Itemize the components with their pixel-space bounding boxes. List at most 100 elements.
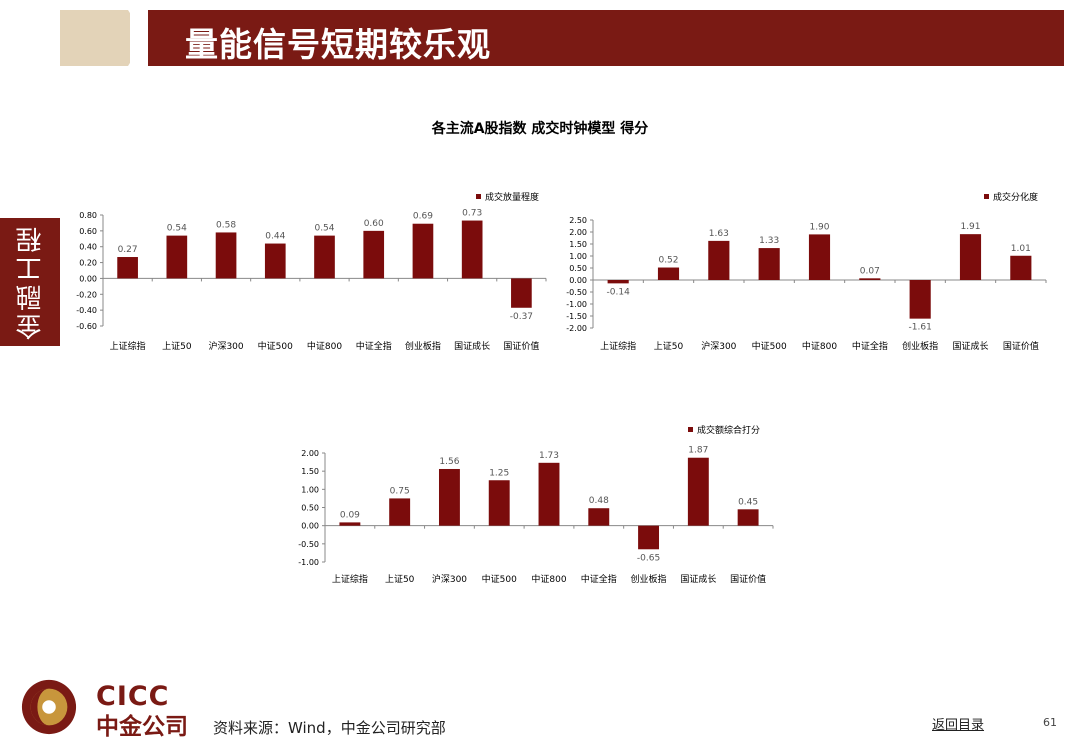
header-bar — [148, 10, 1064, 66]
category-label: 国证价值 — [730, 573, 766, 585]
page-title: 量能信号短期较乐观 — [185, 25, 491, 64]
category-label: 国证价值 — [503, 340, 539, 352]
category-label: 中证500 — [258, 340, 293, 352]
data-label: -0.14 — [607, 287, 631, 297]
data-label: 1.56 — [439, 457, 459, 467]
bar — [758, 248, 780, 280]
category-label: 创业板指 — [405, 340, 441, 352]
data-label: 1.87 — [688, 446, 708, 456]
category-label: 国证成长 — [680, 573, 716, 585]
y-tick-label: 0.00 — [301, 522, 319, 531]
legend-marker — [476, 194, 481, 199]
cicc-logo-icon — [21, 679, 77, 735]
bar — [708, 240, 730, 280]
y-tick-label: 0.60 — [79, 227, 97, 236]
y-tick-label: 2.00 — [301, 449, 319, 458]
category-label: 沪深300 — [208, 340, 243, 352]
section-side-tab-label: 金融工程 — [15, 224, 46, 340]
y-tick-label: 1.50 — [301, 467, 319, 476]
y-tick-label: -0.50 — [298, 540, 319, 549]
bar — [737, 509, 759, 526]
y-tick-label: 0.40 — [79, 243, 97, 252]
data-label: 0.27 — [118, 245, 138, 255]
bar — [389, 498, 411, 526]
header-accent-block — [60, 10, 130, 66]
category-label: 中证800 — [307, 340, 342, 352]
section-side-tab[interactable]: 金融工程 — [0, 218, 60, 346]
category-label: 国证成长 — [454, 340, 490, 352]
bar — [657, 267, 680, 280]
category-label: 创业板指 — [902, 340, 938, 352]
data-label: 0.07 — [860, 266, 880, 276]
category-label: 沪深300 — [701, 340, 736, 352]
bar — [959, 234, 982, 280]
turnover-composite-score-bar-chart: 成交额综合打分 2.00 1.50 1.00 0.50 0.00 -0.50 -1.00 0.0… — [298, 424, 774, 585]
bar — [438, 468, 460, 526]
legend-marker — [688, 427, 693, 432]
source-note: 资料来源：Wind，中金公司研究部 — [213, 719, 446, 737]
y-tick-label: -0.20 — [76, 290, 97, 299]
legend-label: 成交分化度 — [993, 191, 1038, 203]
y-tick-label: -1.00 — [566, 300, 587, 309]
back-to-contents-link[interactable]: 返回目录 — [932, 718, 985, 733]
y-tick-label: 0.20 — [79, 259, 97, 268]
category-label: 上证50 — [162, 341, 192, 352]
bar — [339, 522, 361, 526]
data-label: 0.54 — [314, 224, 334, 234]
chart-group-title: 各主流A股指数 成交时钟模型 得分 — [431, 121, 649, 137]
y-tick-label: 0.00 — [79, 274, 97, 283]
bar — [808, 234, 831, 280]
y-tick-label: -1.50 — [566, 312, 587, 321]
category-label: 中证全指 — [581, 573, 617, 585]
y-tick-label: 2.50 — [569, 216, 587, 225]
category-label: 国证价值 — [1003, 340, 1039, 352]
data-label: 0.48 — [589, 496, 609, 506]
y-tick-label: 1.50 — [569, 240, 587, 249]
legend-label: 成交额综合打分 — [697, 424, 760, 436]
bar — [314, 235, 335, 279]
y-tick-label: -0.40 — [76, 306, 97, 315]
bar — [687, 457, 709, 526]
data-label: 0.73 — [462, 209, 482, 219]
category-label: 上证50 — [654, 341, 684, 352]
y-tick-label: 0.50 — [569, 264, 587, 273]
data-label: 1.01 — [1011, 244, 1031, 254]
bar — [166, 235, 188, 279]
data-label: 0.60 — [364, 219, 384, 229]
data-label: 1.33 — [759, 236, 779, 246]
bar — [538, 462, 560, 526]
category-label: 中证800 — [802, 340, 837, 352]
bar — [461, 220, 483, 279]
category-label: 创业板指 — [631, 573, 667, 585]
y-tick-label: 2.00 — [569, 228, 587, 237]
bar — [909, 280, 931, 319]
data-label: 0.69 — [413, 212, 433, 222]
data-label: 1.73 — [539, 451, 559, 461]
category-label: 中证500 — [752, 340, 787, 352]
data-label: 0.54 — [167, 224, 187, 234]
data-label: -1.61 — [909, 323, 932, 333]
bar — [511, 278, 532, 308]
data-label: 1.90 — [809, 222, 829, 232]
y-tick-label: 1.00 — [569, 252, 587, 261]
legend-marker — [984, 194, 989, 199]
category-label: 中证800 — [531, 573, 566, 585]
page-number: 61 — [1043, 716, 1057, 729]
logo-text-cn: 中金公司 — [96, 714, 188, 740]
y-tick-label: -1.00 — [298, 558, 319, 567]
bar — [488, 480, 510, 526]
bar — [412, 223, 434, 279]
data-label: 0.44 — [265, 232, 285, 242]
category-label: 中证500 — [482, 573, 517, 585]
y-tick-label: 0.80 — [79, 211, 97, 220]
bar — [117, 257, 138, 279]
bar — [1010, 255, 1032, 280]
bar — [215, 232, 237, 279]
bar — [363, 230, 385, 279]
legend-label: 成交放量程度 — [485, 191, 539, 203]
y-tick-label: 1.00 — [301, 485, 319, 494]
y-tick-label: 0.00 — [569, 276, 587, 285]
volume-expansion-bar-chart: 成交放量程度 0.80 0.60 0.40 0.20 0.00 -0.20 -0.40 -0.6… — [76, 191, 547, 352]
bar — [859, 278, 881, 280]
bar — [588, 508, 610, 526]
